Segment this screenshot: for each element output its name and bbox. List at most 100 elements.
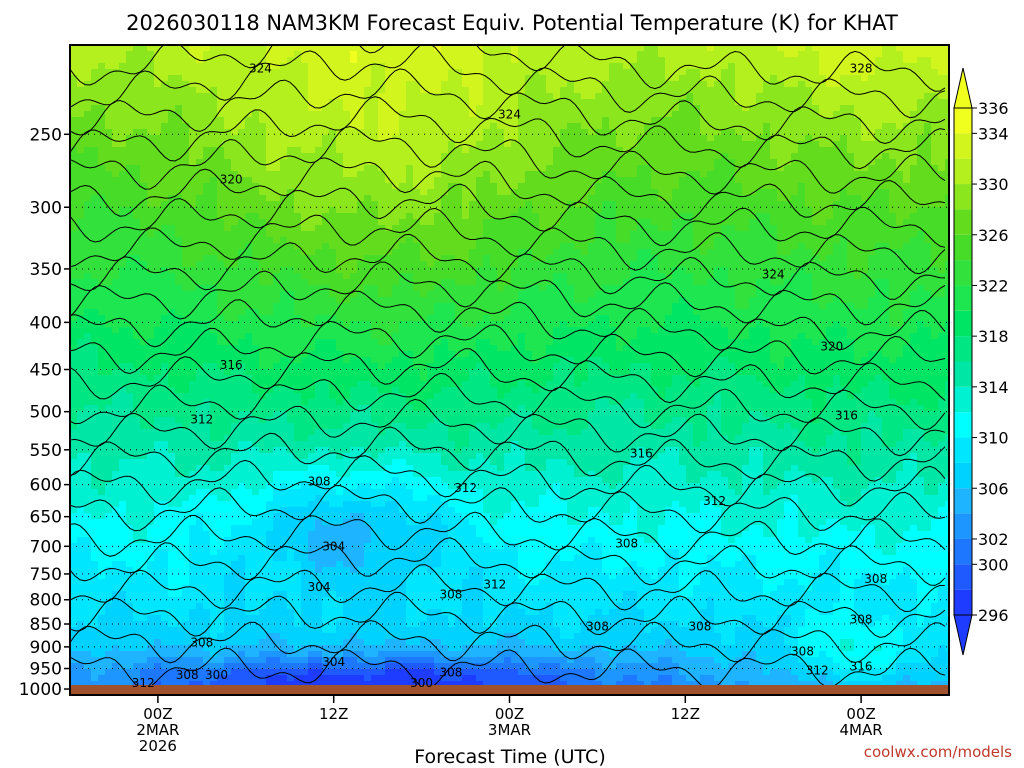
field-cell bbox=[805, 93, 813, 100]
field-cell bbox=[658, 201, 666, 208]
field-cell bbox=[392, 243, 400, 250]
field-cell bbox=[91, 273, 99, 280]
field-cell bbox=[511, 105, 519, 112]
field-cell bbox=[224, 153, 232, 160]
field-cell bbox=[728, 237, 736, 244]
field-cell bbox=[735, 51, 743, 58]
field-cell bbox=[707, 201, 715, 208]
field-cell bbox=[903, 75, 911, 82]
field-cell bbox=[427, 189, 435, 196]
field-cell bbox=[924, 135, 932, 142]
field-cell bbox=[924, 87, 932, 94]
field-cell bbox=[357, 183, 365, 190]
field-cell bbox=[329, 243, 337, 250]
field-cell bbox=[196, 135, 204, 142]
field-cell bbox=[560, 261, 568, 268]
field-cell bbox=[588, 213, 596, 220]
field-cell bbox=[119, 243, 127, 250]
field-cell bbox=[917, 75, 925, 82]
field-cell bbox=[700, 87, 708, 94]
field-cell bbox=[945, 255, 949, 262]
field-cell bbox=[238, 273, 246, 280]
field-cell bbox=[301, 45, 309, 52]
field-cell bbox=[245, 201, 253, 208]
field-cell bbox=[756, 111, 764, 118]
field-cell bbox=[840, 249, 848, 256]
field-cell bbox=[903, 141, 911, 148]
field-cell bbox=[322, 255, 330, 262]
field-cell bbox=[203, 153, 211, 160]
field-cell bbox=[343, 183, 351, 190]
field-cell bbox=[518, 135, 526, 142]
field-cell bbox=[231, 267, 239, 274]
field-cell bbox=[189, 63, 197, 70]
field-cell bbox=[455, 51, 463, 58]
field-cell bbox=[868, 273, 876, 280]
field-cell bbox=[210, 99, 218, 106]
field-cell bbox=[609, 93, 617, 100]
field-cell bbox=[371, 249, 379, 256]
field-cell bbox=[112, 267, 120, 274]
field-cell bbox=[735, 81, 743, 88]
field-cell bbox=[819, 249, 827, 256]
field-cell bbox=[196, 93, 204, 100]
field-cell bbox=[70, 231, 78, 238]
field-cell bbox=[567, 267, 575, 274]
field-cell bbox=[252, 273, 260, 280]
field-cell bbox=[98, 171, 106, 178]
field-cell bbox=[329, 189, 337, 196]
field-cell bbox=[287, 57, 295, 64]
field-cell bbox=[532, 261, 540, 268]
field-cell bbox=[574, 177, 582, 184]
field-cell bbox=[826, 135, 834, 142]
field-cell bbox=[245, 69, 253, 76]
field-cell bbox=[833, 75, 841, 82]
field-cell bbox=[476, 267, 484, 274]
field-cell bbox=[203, 225, 211, 232]
field-cell bbox=[504, 177, 512, 184]
field-cell bbox=[133, 93, 141, 100]
field-cell bbox=[217, 45, 225, 52]
field-cell bbox=[616, 237, 624, 244]
field-cell bbox=[819, 213, 827, 220]
field-cell bbox=[819, 183, 827, 190]
field-cell bbox=[910, 75, 918, 82]
field-cell bbox=[280, 207, 288, 214]
field-cell bbox=[119, 177, 127, 184]
field-cell bbox=[777, 69, 785, 76]
field-cell bbox=[616, 243, 624, 250]
field-cell bbox=[700, 177, 708, 184]
field-cell bbox=[119, 135, 127, 142]
field-cell bbox=[532, 153, 540, 160]
field-cell bbox=[665, 45, 673, 52]
field-cell bbox=[245, 141, 253, 148]
field-cell bbox=[476, 57, 484, 64]
field-cell bbox=[147, 93, 155, 100]
field-cell bbox=[742, 99, 750, 106]
field-cell bbox=[539, 57, 547, 64]
field-cell bbox=[630, 153, 638, 160]
field-cell bbox=[441, 81, 449, 88]
field-cell bbox=[721, 135, 729, 142]
field-cell bbox=[742, 123, 750, 130]
field-cell bbox=[413, 255, 421, 262]
field-cell bbox=[882, 183, 890, 190]
field-cell bbox=[777, 87, 785, 94]
field-cell bbox=[350, 207, 358, 214]
field-cell bbox=[539, 123, 547, 130]
field-cell bbox=[903, 159, 911, 166]
field-cell bbox=[672, 129, 680, 136]
field-cell bbox=[161, 123, 169, 130]
field-cell bbox=[896, 201, 904, 208]
field-cell bbox=[112, 231, 120, 238]
field-cell bbox=[546, 93, 554, 100]
field-cell bbox=[490, 183, 498, 190]
field-cell bbox=[672, 99, 680, 106]
field-cell bbox=[441, 51, 449, 58]
field-cell bbox=[441, 225, 449, 232]
field-cell bbox=[364, 243, 372, 250]
field-cell bbox=[784, 261, 792, 268]
field-cell bbox=[749, 69, 757, 76]
field-cell bbox=[252, 111, 260, 118]
field-cell bbox=[868, 141, 876, 148]
